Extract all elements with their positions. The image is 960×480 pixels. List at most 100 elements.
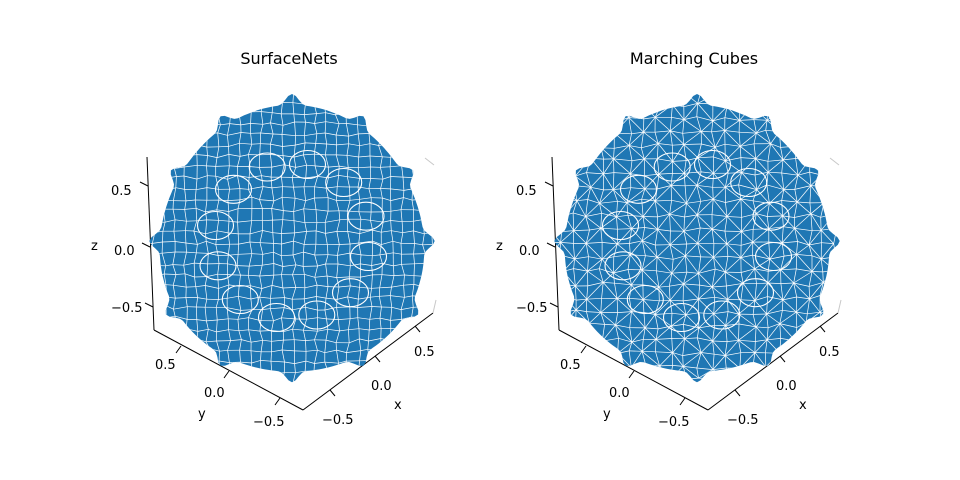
mesh-edge — [259, 242, 274, 244]
mesh-edge — [715, 268, 726, 273]
mesh-edge — [601, 258, 614, 274]
mesh-edge — [560, 187, 578, 201]
z-axis-line — [146, 156, 155, 331]
mesh-edge — [402, 220, 414, 223]
mesh-edge — [229, 123, 241, 126]
mesh-edge — [359, 219, 362, 234]
mesh-edge — [547, 122, 550, 132]
mesh-edge — [281, 266, 284, 275]
mesh-edge — [669, 214, 671, 232]
mesh-edge — [613, 148, 615, 159]
mesh-edge — [670, 299, 684, 302]
mesh-edge — [796, 119, 809, 122]
mesh-edge — [325, 186, 338, 189]
mesh-edge — [197, 240, 207, 245]
mesh-edge — [573, 133, 590, 148]
mesh-edge — [756, 213, 770, 229]
mesh-edge — [216, 329, 229, 333]
bump-contour — [626, 284, 664, 315]
mesh-edge — [821, 94, 838, 108]
mesh-edge — [614, 282, 632, 286]
mesh-edge — [400, 113, 403, 124]
mesh-edge — [765, 366, 780, 379]
mesh-edge — [600, 298, 602, 313]
mesh-edge — [165, 284, 174, 286]
mesh-edge — [697, 103, 713, 105]
mesh-edge — [194, 262, 208, 265]
mesh-edge — [381, 135, 392, 137]
mesh-edge — [423, 113, 435, 116]
mesh-edge — [626, 198, 642, 203]
mesh-edge — [712, 186, 726, 200]
mesh-edge — [216, 220, 219, 231]
mesh-edge — [305, 121, 315, 124]
mesh-edge — [335, 123, 340, 136]
mesh-edge — [391, 230, 403, 234]
mesh-edge — [833, 286, 836, 298]
mesh-edge — [819, 161, 835, 164]
mesh-edge — [766, 309, 783, 315]
mesh-edge — [726, 243, 742, 246]
mesh-edge — [823, 107, 838, 122]
mesh-edge — [823, 145, 835, 150]
y-tick-mark — [223, 370, 230, 379]
mesh-edge — [400, 309, 402, 320]
mesh-edge — [360, 218, 371, 221]
mesh-edge — [282, 144, 296, 147]
mesh-edge — [756, 120, 768, 134]
mesh-edge — [739, 377, 755, 380]
mesh-edge — [669, 300, 687, 316]
mesh-edge — [421, 296, 424, 307]
mesh-edge — [754, 326, 757, 342]
mesh-edge — [281, 307, 285, 318]
mesh-edge — [697, 243, 702, 257]
mesh-edge — [153, 166, 155, 180]
mesh-edge — [631, 228, 643, 242]
mesh-edge — [684, 171, 702, 174]
mesh-edge — [187, 144, 196, 147]
mesh-edge — [327, 370, 337, 373]
mesh-edge — [809, 148, 824, 160]
mesh-edge — [349, 198, 360, 201]
mesh-edge — [755, 158, 769, 173]
mesh-edge — [573, 268, 588, 272]
mesh-edge — [259, 230, 263, 243]
mesh-edge — [833, 162, 835, 176]
mesh-edge — [196, 297, 198, 308]
mesh-edge — [657, 158, 673, 162]
mesh-edge — [348, 328, 360, 331]
mesh-edge — [782, 299, 784, 311]
mesh-edge — [370, 211, 372, 221]
mesh-edge — [358, 338, 362, 351]
mesh-edge — [560, 309, 577, 328]
mesh-edge — [701, 352, 715, 355]
mesh-edge — [587, 187, 592, 200]
mesh-edge — [357, 186, 369, 190]
mesh-edge — [627, 214, 644, 217]
mesh-edge — [325, 219, 340, 223]
mesh-edge — [270, 297, 285, 299]
mesh-edge — [806, 366, 810, 381]
mesh-edge — [657, 229, 671, 232]
mesh-edge — [739, 94, 743, 106]
mesh-edge — [166, 157, 177, 160]
mesh-edge — [359, 286, 372, 289]
mesh-edge — [336, 143, 349, 146]
mesh-edge — [712, 340, 728, 342]
mesh-edge — [402, 230, 414, 234]
mesh-edge — [432, 180, 435, 190]
mesh-edge — [554, 146, 564, 160]
mesh-edge — [149, 381, 156, 383]
mesh-edge — [779, 352, 796, 355]
mesh-edge — [206, 369, 221, 373]
mesh-edge — [586, 297, 602, 300]
mesh-edge — [324, 361, 339, 364]
mesh-edge — [325, 339, 337, 344]
mesh-edge — [713, 313, 715, 326]
mesh-edge — [281, 317, 284, 332]
mesh-edge — [399, 328, 401, 341]
mesh-edge — [586, 311, 601, 313]
mesh-edge — [378, 145, 383, 157]
mesh-edge — [585, 227, 602, 244]
mesh-edge — [338, 166, 340, 176]
